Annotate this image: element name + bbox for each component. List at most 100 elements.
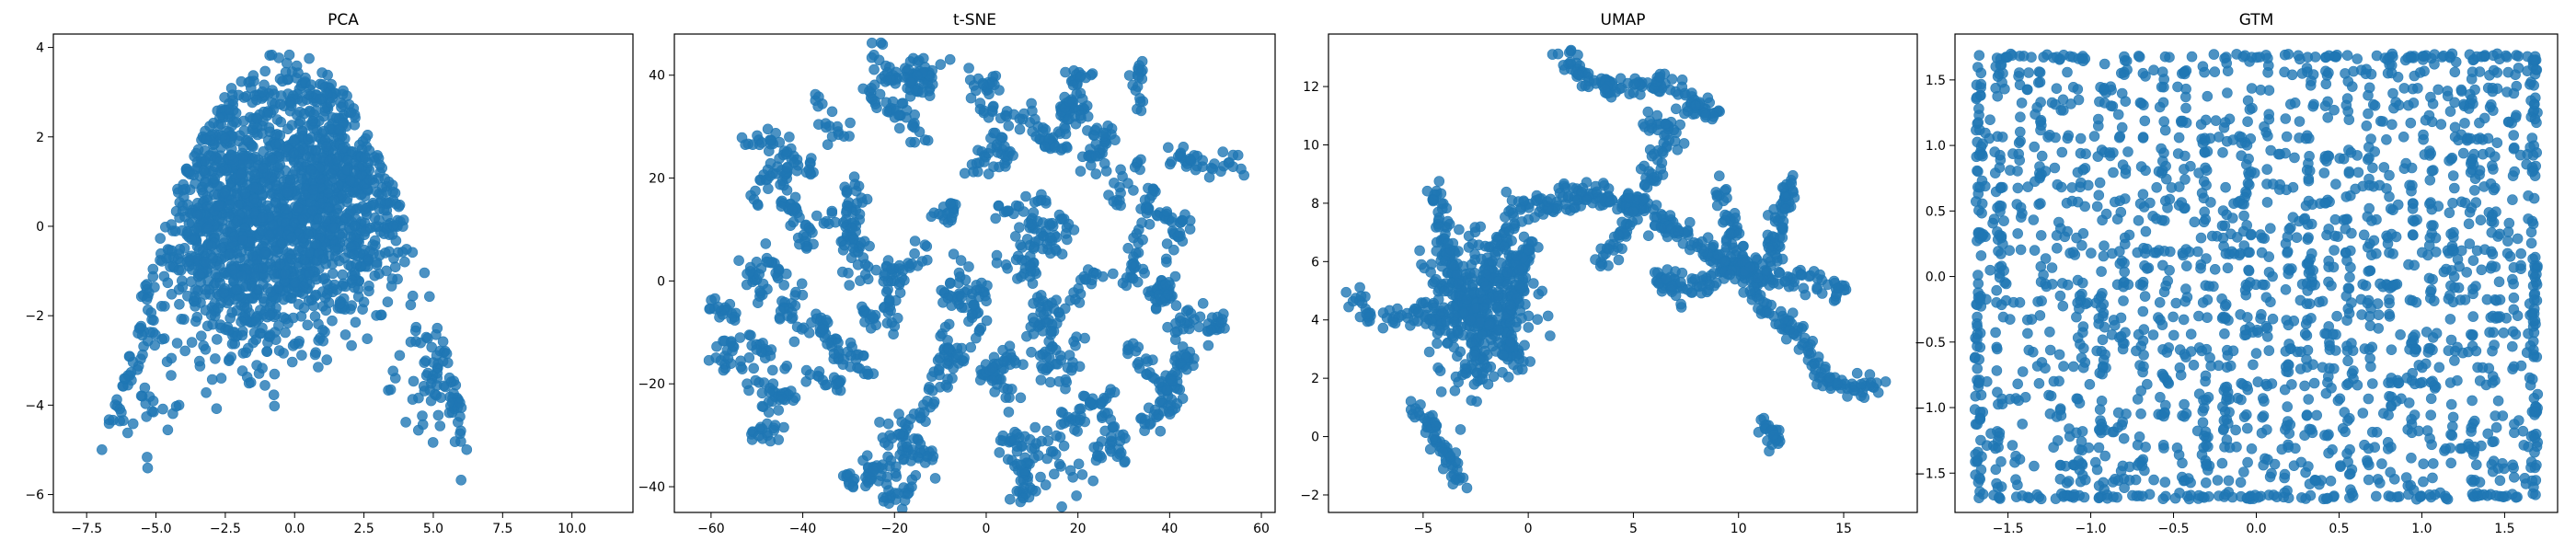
scatter-point: [1616, 243, 1627, 255]
scatter-point: [397, 247, 408, 258]
scatter-point: [257, 212, 269, 223]
scatter-point: [1117, 277, 1129, 289]
scatter-point: [387, 220, 399, 232]
scatter-point: [363, 285, 374, 297]
scatter-point: [1656, 157, 1668, 168]
scatter-point: [1769, 212, 1781, 224]
scatter-point: [1109, 178, 1120, 189]
scatter-point: [1630, 78, 1641, 89]
scatter-point: [192, 210, 203, 221]
scatter-point: [1035, 306, 1046, 318]
scatter-point: [352, 291, 364, 303]
scatter-point: [777, 393, 788, 405]
scatter-point: [718, 335, 729, 347]
scatter-point: [965, 92, 977, 104]
scatter-point: [344, 186, 355, 198]
scatter-point: [1768, 232, 1780, 243]
scatter-point: [422, 332, 433, 344]
umap-title: UMAP: [1601, 11, 1646, 29]
scatter-point: [397, 214, 409, 225]
scatter-point: [339, 252, 351, 264]
scatter-point: [1872, 386, 1884, 398]
scatter-point: [1833, 282, 1844, 293]
scatter-point: [236, 270, 247, 282]
scatter-point: [855, 275, 866, 286]
scatter-point: [357, 304, 368, 316]
scatter-point: [1431, 185, 1443, 197]
scatter-point: [753, 200, 764, 211]
scatter-point: [313, 362, 324, 373]
scatter-point: [280, 327, 291, 339]
scatter-point: [399, 256, 410, 268]
scatter-point: [236, 75, 247, 87]
scatter-point: [874, 417, 885, 428]
scatter-point: [1144, 193, 1156, 204]
scatter-point: [727, 340, 739, 351]
scatter-point: [328, 223, 340, 234]
scatter-point: [259, 79, 270, 91]
scatter-point: [247, 250, 259, 261]
scatter-point: [299, 190, 311, 201]
scatter-point: [142, 452, 153, 463]
scatter-point: [1639, 192, 1650, 204]
scatter-point: [321, 354, 333, 365]
scatter-point: [1652, 124, 1663, 136]
tsne-xtick-label: 60: [1253, 522, 1270, 536]
scatter-point: [190, 316, 201, 328]
scatter-point: [309, 311, 321, 322]
scatter-point: [886, 316, 898, 328]
scatter-point: [846, 341, 857, 353]
scatter-point: [236, 316, 247, 328]
scatter-point: [713, 301, 724, 313]
scatter-point: [386, 273, 398, 284]
scatter-point: [363, 174, 375, 186]
scatter-point: [224, 355, 235, 367]
scatter-point: [1060, 228, 1072, 239]
scatter-point: [1079, 416, 1090, 428]
scatter-point: [1022, 234, 1033, 245]
scatter-point: [813, 365, 825, 377]
scatter-point: [111, 394, 122, 406]
scatter-point: [198, 339, 209, 351]
scatter-point: [1087, 274, 1098, 286]
scatter-point: [821, 315, 833, 326]
scatter-point: [251, 113, 263, 124]
scatter-point: [434, 420, 446, 431]
scatter-point: [1110, 134, 1121, 145]
scatter-point: [259, 65, 271, 77]
scatter-point: [305, 79, 317, 90]
scatter-point: [862, 369, 874, 380]
scatter-point: [155, 233, 166, 244]
scatter-point: [214, 260, 225, 271]
scatter-point: [419, 385, 431, 397]
scatter-point: [284, 174, 295, 186]
scatter-point: [1702, 92, 1714, 104]
scatter-point: [1754, 293, 1765, 305]
scatter-point: [1059, 418, 1070, 429]
scatter-point: [1763, 242, 1775, 253]
scatter-point: [1052, 358, 1064, 370]
scatter-point: [777, 179, 789, 191]
scatter-point: [135, 320, 147, 332]
scatter-point: [296, 96, 308, 107]
scatter-point: [743, 351, 755, 363]
scatter-point: [1161, 257, 1172, 268]
scatter-point: [270, 334, 282, 346]
scatter-point: [1115, 164, 1126, 176]
scatter-point: [259, 380, 270, 391]
scatter-point: [849, 247, 860, 258]
scatter-point: [805, 153, 817, 164]
scatter-point: [942, 293, 954, 304]
scatter-point: [348, 165, 360, 177]
scatter-point: [919, 134, 931, 145]
scatter-point: [267, 154, 278, 166]
scatter-point: [905, 455, 917, 466]
scatter-point: [339, 329, 351, 340]
scatter-point: [269, 368, 281, 380]
scatter-point: [384, 197, 396, 208]
scatter-point: [857, 350, 869, 362]
scatter-point: [454, 397, 466, 408]
scatter-point: [293, 336, 305, 347]
scatter-point: [336, 231, 348, 243]
scatter-point: [1128, 185, 1139, 196]
